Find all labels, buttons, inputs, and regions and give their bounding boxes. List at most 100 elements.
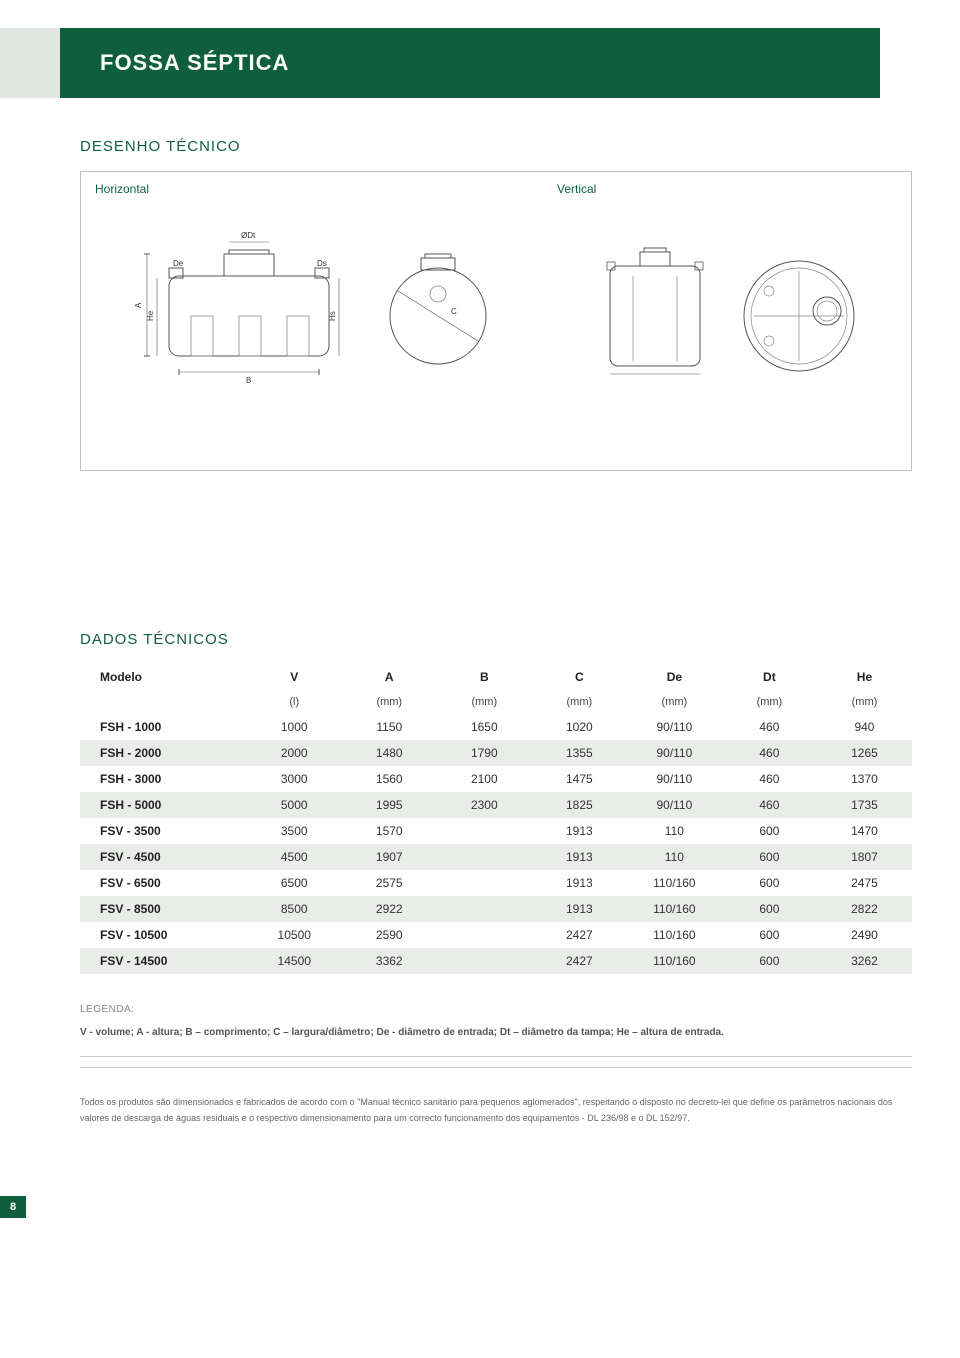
col-unit <box>80 690 247 714</box>
cell-value: 2575 <box>342 870 437 896</box>
page-number-container: 8 <box>0 1196 960 1218</box>
cell-value: 2427 <box>532 948 627 974</box>
dim-C: C <box>451 307 457 316</box>
cell-value: 1790 <box>437 740 532 766</box>
cell-value: 1913 <box>532 818 627 844</box>
cell-value: 460 <box>722 714 817 740</box>
cell-value: 1650 <box>437 714 532 740</box>
cell-value <box>437 896 532 922</box>
cell-value: 1475 <box>532 766 627 792</box>
col-header: Modelo <box>80 664 247 690</box>
cell-value: 6500 <box>247 870 342 896</box>
cell-value: 460 <box>722 792 817 818</box>
col-unit: (l) <box>247 690 342 714</box>
cell-value: 2475 <box>817 870 912 896</box>
cell-value: 1355 <box>532 740 627 766</box>
cell-model: FSV - 4500 <box>80 844 247 870</box>
cell-model: FSH - 5000 <box>80 792 247 818</box>
dim-B: B <box>246 376 251 385</box>
cell-value: 1000 <box>247 714 342 740</box>
separator <box>80 1067 912 1068</box>
col-header: De <box>627 664 722 690</box>
cell-model: FSV - 3500 <box>80 818 247 844</box>
col-unit: (mm) <box>817 690 912 714</box>
cell-value: 600 <box>722 948 817 974</box>
cell-value: 2100 <box>437 766 532 792</box>
cell-value: 90/110 <box>627 714 722 740</box>
cell-value: 1907 <box>342 844 437 870</box>
cell-value: 110/160 <box>627 896 722 922</box>
cell-value <box>437 818 532 844</box>
table-row: FSH - 3000300015602100147590/1104601370 <box>80 766 912 792</box>
cell-value: 2822 <box>817 896 912 922</box>
cell-value: 3362 <box>342 948 437 974</box>
cell-value: 1995 <box>342 792 437 818</box>
cell-value: 1560 <box>342 766 437 792</box>
cell-value: 2300 <box>437 792 532 818</box>
cell-model: FSV - 14500 <box>80 948 247 974</box>
page-number: 8 <box>0 1196 26 1218</box>
col-unit: (mm) <box>437 690 532 714</box>
cell-value: 600 <box>722 922 817 948</box>
cell-value: 1370 <box>817 766 912 792</box>
table-row: FSV - 8500850029221913110/1606002822 <box>80 896 912 922</box>
title-bar: FOSSA SÉPTICA <box>60 28 880 98</box>
cell-value: 600 <box>722 896 817 922</box>
horizontal-tank-side-svg: A He De Hs Ds ØDt <box>129 216 359 386</box>
footnote: Todos os produtos são dimensionados e fa… <box>80 1094 912 1126</box>
data-table-head: ModeloVABCDeDtHe(l)(mm)(mm)(mm)(mm)(mm)(… <box>80 664 912 714</box>
cell-value: 3000 <box>247 766 342 792</box>
cell-value: 110 <box>627 844 722 870</box>
col-header: B <box>437 664 532 690</box>
col-header: V <box>247 664 342 690</box>
dim-He: He <box>146 310 155 321</box>
cell-value: 2490 <box>817 922 912 948</box>
cell-value: 14500 <box>247 948 342 974</box>
col-unit: (mm) <box>532 690 627 714</box>
cell-model: FSH - 3000 <box>80 766 247 792</box>
drawing-label-vertical: Vertical <box>557 182 897 196</box>
col-header: Dt <box>722 664 817 690</box>
cell-value: 1150 <box>342 714 437 740</box>
section-heading-drawing: DESENHO TÉCNICO <box>80 138 912 155</box>
table-row: FSV - 145001450033622427110/1606003262 <box>80 948 912 974</box>
cell-model: FSH - 2000 <box>80 740 247 766</box>
page-title: FOSSA SÉPTICA <box>100 50 289 76</box>
horizontal-tank-end-svg: C <box>373 216 503 386</box>
cell-value: 460 <box>722 766 817 792</box>
cell-value: 2427 <box>532 922 627 948</box>
cell-value: 90/110 <box>627 766 722 792</box>
cell-model: FSV - 8500 <box>80 896 247 922</box>
legend-title: LEGENDA: <box>80 1004 912 1015</box>
cell-value: 940 <box>817 714 912 740</box>
col-header: He <box>817 664 912 690</box>
col-header: A <box>342 664 437 690</box>
table-row: FSH - 1000100011501650102090/110460940 <box>80 714 912 740</box>
table-row: FSH - 5000500019952300182590/1104601735 <box>80 792 912 818</box>
cell-value: 110/160 <box>627 870 722 896</box>
dim-A: A <box>134 302 143 308</box>
cell-value: 2000 <box>247 740 342 766</box>
table-row: FSH - 2000200014801790135590/1104601265 <box>80 740 912 766</box>
legend-text: V - volume; A - altura; B – comprimento;… <box>80 1025 912 1057</box>
cell-value: 1480 <box>342 740 437 766</box>
cell-value: 2922 <box>342 896 437 922</box>
header-band: FOSSA SÉPTICA <box>0 28 960 98</box>
cell-value <box>437 844 532 870</box>
cell-value: 1570 <box>342 818 437 844</box>
cell-value: 460 <box>722 740 817 766</box>
cell-value: 3500 <box>247 818 342 844</box>
cell-value: 600 <box>722 844 817 870</box>
cell-model: FSV - 10500 <box>80 922 247 948</box>
cell-value: 5000 <box>247 792 342 818</box>
cell-model: FSV - 6500 <box>80 870 247 896</box>
cell-value: 1265 <box>817 740 912 766</box>
cell-value: 600 <box>722 870 817 896</box>
col-unit: (mm) <box>722 690 817 714</box>
cell-value: 1913 <box>532 870 627 896</box>
cell-value: 1807 <box>817 844 912 870</box>
dim-Ds: Ds <box>317 259 327 268</box>
table-row: FSV - 650065002575 1913110/1606002475 <box>80 870 912 896</box>
drawing-box: Horizontal <box>80 171 912 471</box>
cell-value: 4500 <box>247 844 342 870</box>
